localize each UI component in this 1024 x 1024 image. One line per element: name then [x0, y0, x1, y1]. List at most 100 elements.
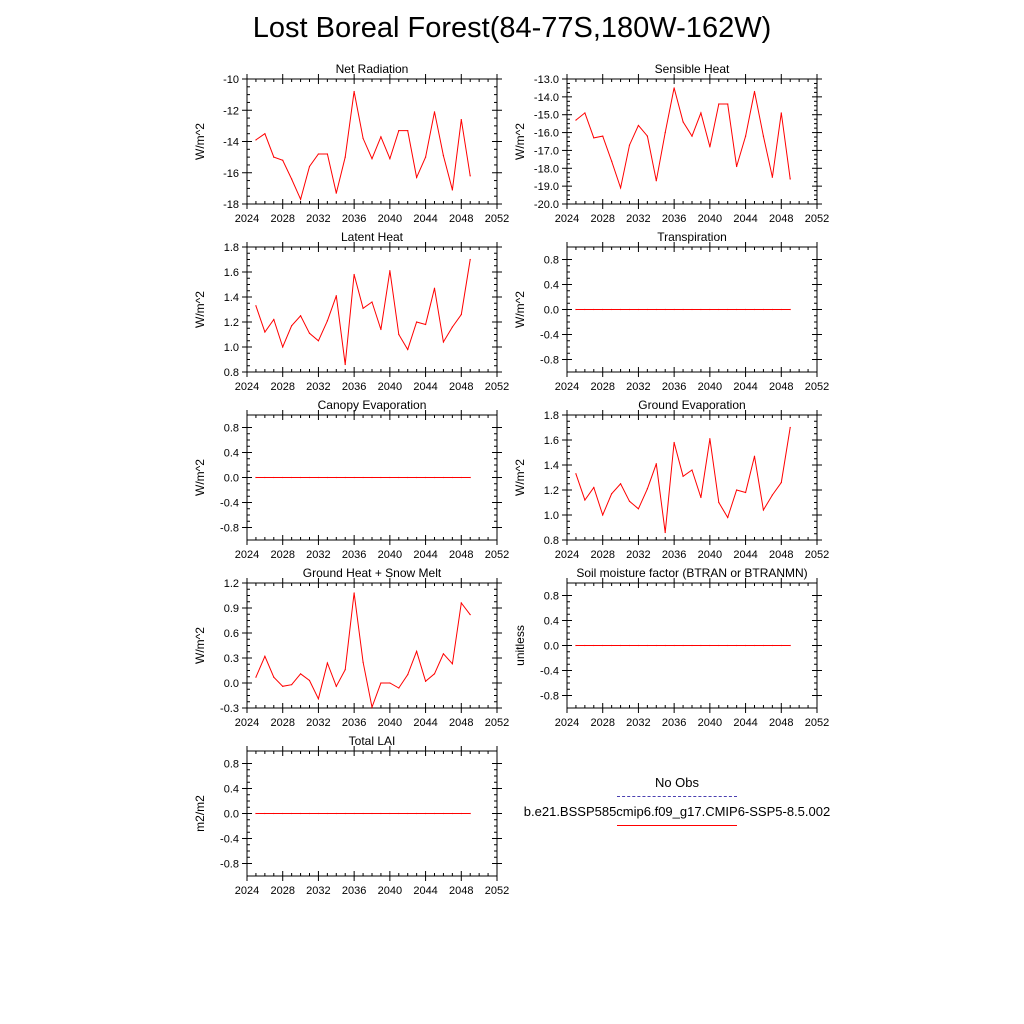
data-point [700, 644, 702, 647]
x-tick-label: 2044 [413, 381, 437, 393]
data-point [407, 476, 409, 479]
data-point [317, 812, 320, 815]
series-line [255, 592, 471, 710]
x-tick-label: 2024 [555, 717, 579, 729]
y-tick-label: -18 [223, 199, 239, 211]
data-point [709, 146, 711, 148]
data-point [619, 308, 622, 311]
y-axis-label: m2/m2 [193, 795, 207, 832]
data-point [451, 189, 453, 191]
x-tick-label: 2028 [270, 549, 294, 561]
data-point [264, 655, 266, 657]
data-point [433, 673, 436, 675]
data-point [646, 488, 648, 490]
data-point [584, 499, 586, 501]
x-tick-label: 2040 [378, 717, 402, 729]
data-point [442, 476, 445, 479]
chart-transpiration: Transpiration W/m^2 2024 2028 2032 2036 2040 20… [513, 230, 829, 393]
data-point [362, 307, 364, 309]
x-tick-label: 2028 [270, 381, 294, 393]
data-point [335, 685, 337, 687]
plot-frame [246, 246, 498, 373]
data-point [424, 680, 427, 682]
data-point [682, 308, 684, 311]
x-tick-label: 2052 [805, 549, 829, 561]
data-point [255, 676, 257, 678]
x-tick-label: 2052 [485, 549, 509, 561]
x-tick-label: 2032 [626, 213, 650, 225]
data-point [335, 192, 337, 194]
data-point [673, 87, 675, 89]
data-point [628, 644, 631, 647]
data-point [628, 144, 631, 146]
data-point [718, 308, 720, 311]
x-tick-label: 2052 [805, 717, 829, 729]
data-point [451, 812, 453, 815]
data-point [389, 812, 391, 815]
y-tick-label: 0.0 [544, 305, 559, 317]
x-tick-label: 2052 [805, 213, 829, 225]
data-point [442, 653, 445, 655]
data-point [575, 119, 577, 121]
data-point [744, 308, 747, 311]
y-tick-label: 0.4 [224, 448, 239, 460]
data-point [451, 663, 453, 665]
x-tick-label: 2048 [769, 549, 793, 561]
data-point [611, 308, 613, 311]
data-point [326, 153, 328, 155]
x-tick-label: 2044 [733, 381, 757, 393]
data-point [700, 308, 702, 311]
data-point [709, 438, 711, 440]
data-point [433, 812, 436, 815]
data-point [584, 112, 586, 114]
x-tick-label: 2024 [235, 549, 259, 561]
y-tick-label: -0.4 [220, 498, 239, 510]
data-point [753, 455, 756, 457]
chart-canopy-evaporation: Canopy Evaporation W/m^2 2024 2028 2032 2036 2… [193, 398, 509, 561]
data-point [371, 812, 373, 815]
y-tick-label: 0.8 [544, 535, 559, 547]
y-tick-label: 0.4 [544, 616, 559, 628]
data-point [398, 129, 400, 132]
data-point [628, 308, 631, 311]
data-point [780, 112, 782, 114]
y-axis-label: W/m^2 [193, 627, 207, 664]
data-point [299, 673, 302, 675]
y-tick-label: -0.8 [540, 355, 559, 367]
data-point [299, 476, 302, 479]
data-point [362, 476, 364, 479]
data-point [433, 287, 436, 289]
data-point [326, 476, 328, 479]
data-point [789, 426, 791, 429]
data-point [709, 308, 711, 311]
data-point [469, 175, 471, 177]
x-tick-label: 2040 [378, 885, 402, 897]
data-point [744, 644, 747, 647]
chart-title: Latent Heat [341, 230, 404, 244]
x-tick-label: 2028 [270, 885, 294, 897]
data-point [575, 644, 577, 647]
data-point [273, 812, 275, 815]
x-tick-label: 2048 [769, 213, 793, 225]
data-point [637, 124, 640, 127]
data-point [460, 812, 462, 815]
page-title: Lost Boreal Forest(84-77S,180W-162W) [252, 12, 772, 44]
series-line [575, 427, 791, 533]
data-point [460, 119, 462, 121]
data-point [691, 308, 693, 311]
y-axis-label: W/m^2 [193, 291, 207, 328]
data-point [593, 308, 595, 311]
y-tick-label: 0.8 [224, 759, 239, 771]
data-point [718, 103, 720, 105]
data-point [682, 475, 684, 477]
data-point [362, 137, 364, 139]
data-point [416, 812, 418, 815]
y-tick-label: -14 [223, 137, 239, 149]
data-point [655, 308, 657, 311]
y-tick-label: 1.8 [544, 410, 559, 422]
data-point [637, 508, 640, 510]
x-tick-label: 2040 [378, 381, 402, 393]
x-tick-label: 2052 [485, 885, 509, 897]
data-point [762, 644, 765, 647]
data-point [736, 489, 738, 491]
